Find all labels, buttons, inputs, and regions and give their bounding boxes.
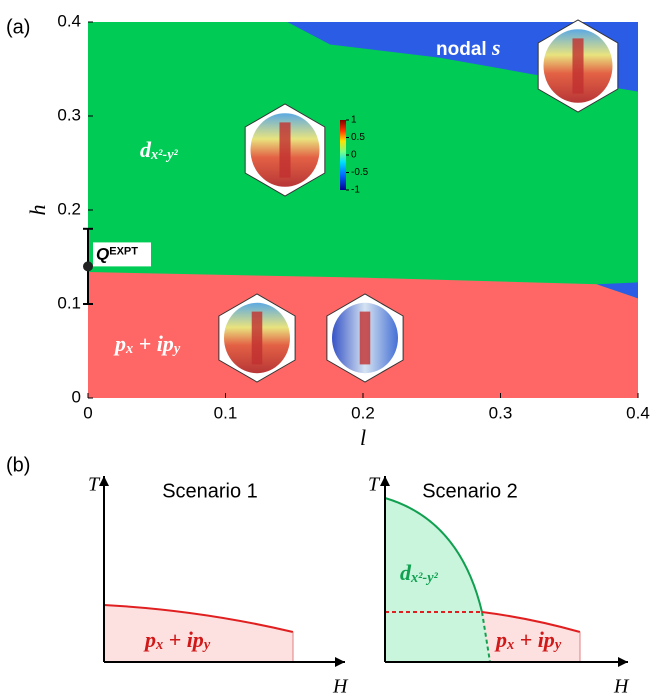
marker-label-sup: EXPT <box>109 245 138 257</box>
colorbar-tick-label: 0.5 <box>351 132 365 143</box>
colorbar <box>340 120 346 190</box>
arrow <box>99 476 109 486</box>
y-tick-label: 0.4 <box>57 11 81 30</box>
fermi-surface-inset <box>572 38 583 93</box>
x-tick-label: 0 <box>83 403 92 422</box>
label-italic: s <box>491 36 501 60</box>
scenario-title: Scenario 2 <box>422 480 518 502</box>
arrow <box>380 476 390 486</box>
y-tick-label: 0.1 <box>57 293 81 312</box>
x-tick-label: 0.1 <box>214 403 238 422</box>
label-subscript: x²-y² <box>150 147 179 163</box>
arrow <box>335 657 345 667</box>
label-text: + ip <box>163 627 204 652</box>
region-label: nodal s <box>436 36 500 60</box>
x-tick-label: 0.4 <box>626 403 650 422</box>
region-label: px + ipy <box>143 627 211 653</box>
label-subscript: x²-y² <box>410 570 439 586</box>
axis-label: T <box>368 474 381 496</box>
marker-label-text: Q <box>96 245 109 264</box>
panel-label: (b) <box>6 454 30 476</box>
label-text: p <box>494 627 507 652</box>
label-text: + ip <box>133 331 174 356</box>
x-tick-label: 0.2 <box>351 403 375 422</box>
scenario-title: Scenario 1 <box>162 480 258 502</box>
axis-label: T <box>88 474 101 496</box>
label-text: nodal <box>436 39 492 60</box>
label-subscript: y <box>172 341 181 357</box>
fermi-surface-inset <box>360 312 371 365</box>
colorbar-tick-label: -0.5 <box>351 167 369 178</box>
axis-label: H <box>613 676 630 696</box>
y-tick-label: 0.3 <box>57 105 81 124</box>
region-label: px + ipy <box>113 331 181 357</box>
label-subscript: y <box>202 637 211 653</box>
label-subscript: x <box>125 341 133 357</box>
fermi-surface-inset <box>279 122 290 177</box>
label-text: p <box>143 627 156 652</box>
data-point <box>83 261 93 271</box>
figure: dx²-y²px + ipynodal s10.50-0.5-100.10.20… <box>0 0 656 696</box>
y-axis-label: h <box>25 205 50 216</box>
x-tick-label: 0.3 <box>489 403 513 422</box>
y-tick-label: 0.2 <box>57 199 81 218</box>
colorbar-tick-label: 0 <box>351 150 357 161</box>
label-text: + ip <box>514 627 555 652</box>
label-subscript: x <box>506 637 514 653</box>
axis-label: H <box>332 676 349 696</box>
panel-b: (b) Scenario 1 T H Scenario 2 T H px + i… <box>6 454 630 696</box>
panel-label: (a) <box>6 16 30 38</box>
y-tick-label: 0 <box>72 387 81 406</box>
colorbar-tick-label: 1 <box>351 115 357 126</box>
label-subscript: y <box>553 637 562 653</box>
fermi-surface-inset <box>252 312 263 365</box>
label-text: p <box>113 331 126 356</box>
label-subscript: x <box>155 637 163 653</box>
arrow <box>618 657 628 667</box>
colorbar-tick-label: -1 <box>351 185 360 196</box>
region-label: px + ipy <box>494 627 562 653</box>
x-axis-label: l <box>360 425 366 450</box>
